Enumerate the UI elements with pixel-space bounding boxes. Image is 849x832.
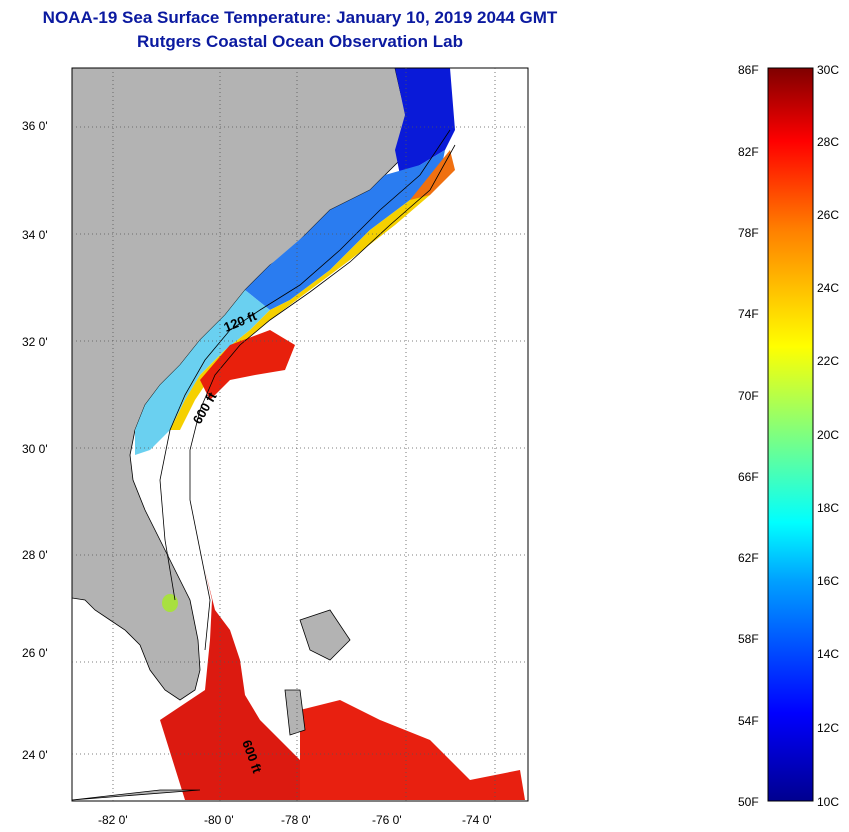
lat-label: 32 0' xyxy=(22,335,48,349)
land-mainland xyxy=(72,68,411,701)
lat-label: 26 0' xyxy=(22,646,48,660)
lon-label: -76 0' xyxy=(372,813,402,827)
colorbar-c-label: 16C xyxy=(817,574,839,588)
sst-yellow-band xyxy=(170,175,440,430)
colorbar-f-label: 62F xyxy=(738,551,759,565)
colorbar-f-label: 74F xyxy=(738,307,759,321)
land-cuba xyxy=(72,789,201,801)
sst-red-south-east xyxy=(300,700,525,800)
colorbar-c-label: 14C xyxy=(817,647,839,661)
sst-orange-patch xyxy=(410,150,455,200)
lon-label: -78 0' xyxy=(281,813,311,827)
colorbar-c-label: 10C xyxy=(817,795,839,809)
lat-label: 30 0' xyxy=(22,442,48,456)
colorbar-c-label: 30C xyxy=(817,63,839,77)
contour-600ft xyxy=(189,144,456,651)
sst-blue-band xyxy=(245,150,445,310)
lake-okeechobee xyxy=(162,594,178,612)
colorbar-f-label: 82F xyxy=(738,145,759,159)
colorbar-c-label: 26C xyxy=(817,208,839,222)
colorbar xyxy=(767,67,814,802)
contour-120ft xyxy=(159,129,451,601)
colorbar-c-labels: 30C 28C 26C 24C 22C 20C 18C 16C 14C 12C … xyxy=(817,63,839,809)
colorbar-f-label: 54F xyxy=(738,714,759,728)
colorbar-c-label: 12C xyxy=(817,721,839,735)
lon-label: -74 0' xyxy=(462,813,492,827)
lon-label: -82 0' xyxy=(98,813,128,827)
sst-cold-band xyxy=(395,68,455,175)
lat-label: 28 0' xyxy=(22,548,48,562)
colorbar-c-label: 28C xyxy=(817,135,839,149)
lat-label: 36 0' xyxy=(22,119,48,133)
lat-label: 34 0' xyxy=(22,228,48,242)
colorbar-f-label: 66F xyxy=(738,470,759,484)
colorbar-f-label: 78F xyxy=(738,226,759,240)
colorbar-f-label: 58F xyxy=(738,632,759,646)
colorbar-f-labels: 86F 82F 78F 74F 70F 66F 62F 58F 54F 50F xyxy=(738,63,759,809)
grid-lines xyxy=(72,68,528,801)
map-subtitle: Rutgers Coastal Ocean Observation Lab xyxy=(137,32,463,51)
map-frame xyxy=(71,67,529,802)
colorbar-c-label: 20C xyxy=(817,428,839,442)
sst-red-south xyxy=(160,570,300,800)
lon-label: -80 0' xyxy=(204,813,234,827)
colorbar-f-label: 70F xyxy=(738,389,759,403)
sst-red-gulfstream-north xyxy=(200,330,295,400)
colorbar-c-label: 18C xyxy=(817,501,839,515)
lat-label: 24 0' xyxy=(22,748,48,762)
colorbar-c-label: 22C xyxy=(817,354,839,368)
land-bahamas xyxy=(284,609,351,736)
map-title: NOAA-19 Sea Surface Temperature: January… xyxy=(42,8,558,27)
colorbar-c-label: 24C xyxy=(817,281,839,295)
colorbar-f-label: 86F xyxy=(738,63,759,77)
colorbar-f-label: 50F xyxy=(738,795,759,809)
